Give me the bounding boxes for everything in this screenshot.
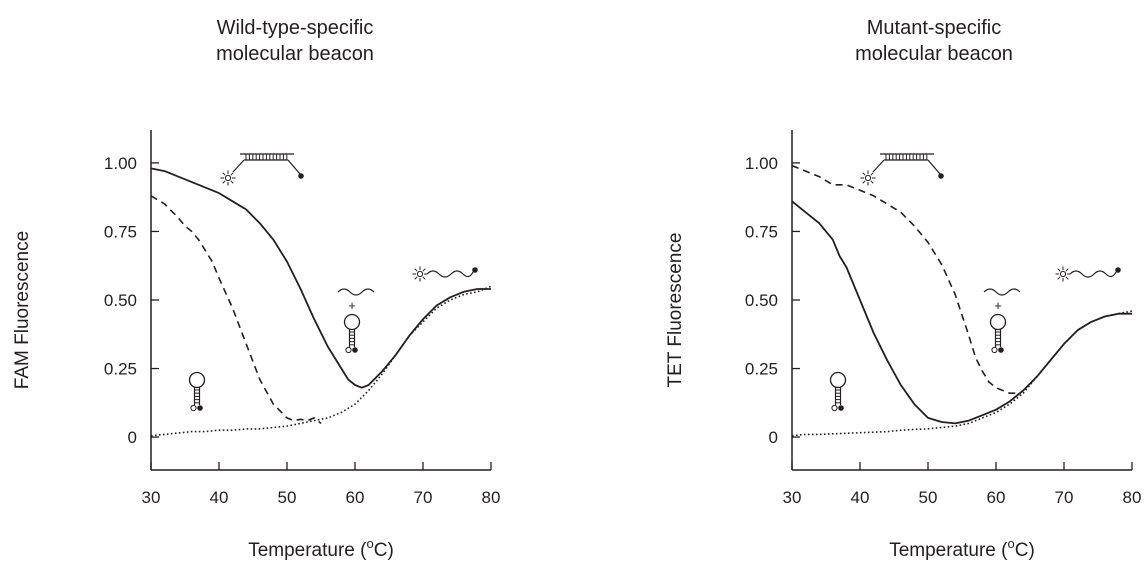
chart-title-line-2: molecular beacon [216,43,374,65]
hairpin-beacon-icon [188,371,206,412]
y-axis-label: FAM Fluorescence [12,231,33,389]
series-line-dotted [150,285,492,437]
x-tick-label: 80 [482,488,501,507]
x-tick-label: 50 [919,488,938,507]
x-tick-label: 60 [346,488,365,507]
plus-sign: + [348,298,356,313]
x-tick-label: 60 [987,488,1006,507]
chart-title-line-1: Mutant-specific [867,17,1002,39]
chart-title-line-1: Wild-type-specific [217,17,374,39]
chart-panel-1: Wild-type-specific molecular beacon 0 0.25 0… [12,17,500,561]
unbound-beacon-icon: + [983,288,1021,354]
random-coil-beacon-icon [412,266,478,282]
x-tick-label: 80 [1123,488,1142,507]
y-tick-label: 0.50 [745,291,778,310]
y-tick-label: 1.00 [104,154,137,173]
x-axis-label: Temperature (oC) [248,536,394,561]
hairpin-beacon-icon [829,371,847,412]
y-tick-label: 0 [769,428,778,447]
series-line-dashed [791,164,1017,395]
x-tick-label: 50 [278,488,297,507]
y-tick-label: 0 [128,428,137,447]
y-tick-label: 0.25 [104,360,137,379]
x-tick-label: 70 [414,488,433,507]
x-tick-label: 70 [1055,488,1074,507]
y-axis-label: TET Fluorescence [665,233,686,388]
x-tick-label: 40 [851,488,870,507]
hybrid-beacon-icon [220,153,304,186]
series-line-solid [150,167,491,389]
y-tick-label: 0.50 [104,291,137,310]
series-line-dotted [791,310,1133,437]
y-tick-label: 0.75 [104,222,137,241]
random-coil-beacon-icon [1055,266,1121,282]
chart-title-line-2: molecular beacon [855,43,1013,65]
series-line-dashed [150,195,322,425]
hybrid-beacon-icon [860,153,944,186]
series-line-solid [791,200,1132,425]
x-tick-label: 40 [210,488,229,507]
unbound-beacon-icon: + [337,288,375,354]
x-axis-label: Temperature (oC) [889,536,1035,561]
y-tick-label: 0.25 [745,360,778,379]
x-tick-label: 30 [142,488,161,507]
x-tick-label: 30 [783,488,802,507]
y-tick-label: 1.00 [745,154,778,173]
chart-panel-2: Mutant-specific molecular beacon 0 0.25 0.50… [665,17,1141,561]
y-tick-label: 0.75 [745,222,778,241]
plus-sign: + [994,298,1002,313]
